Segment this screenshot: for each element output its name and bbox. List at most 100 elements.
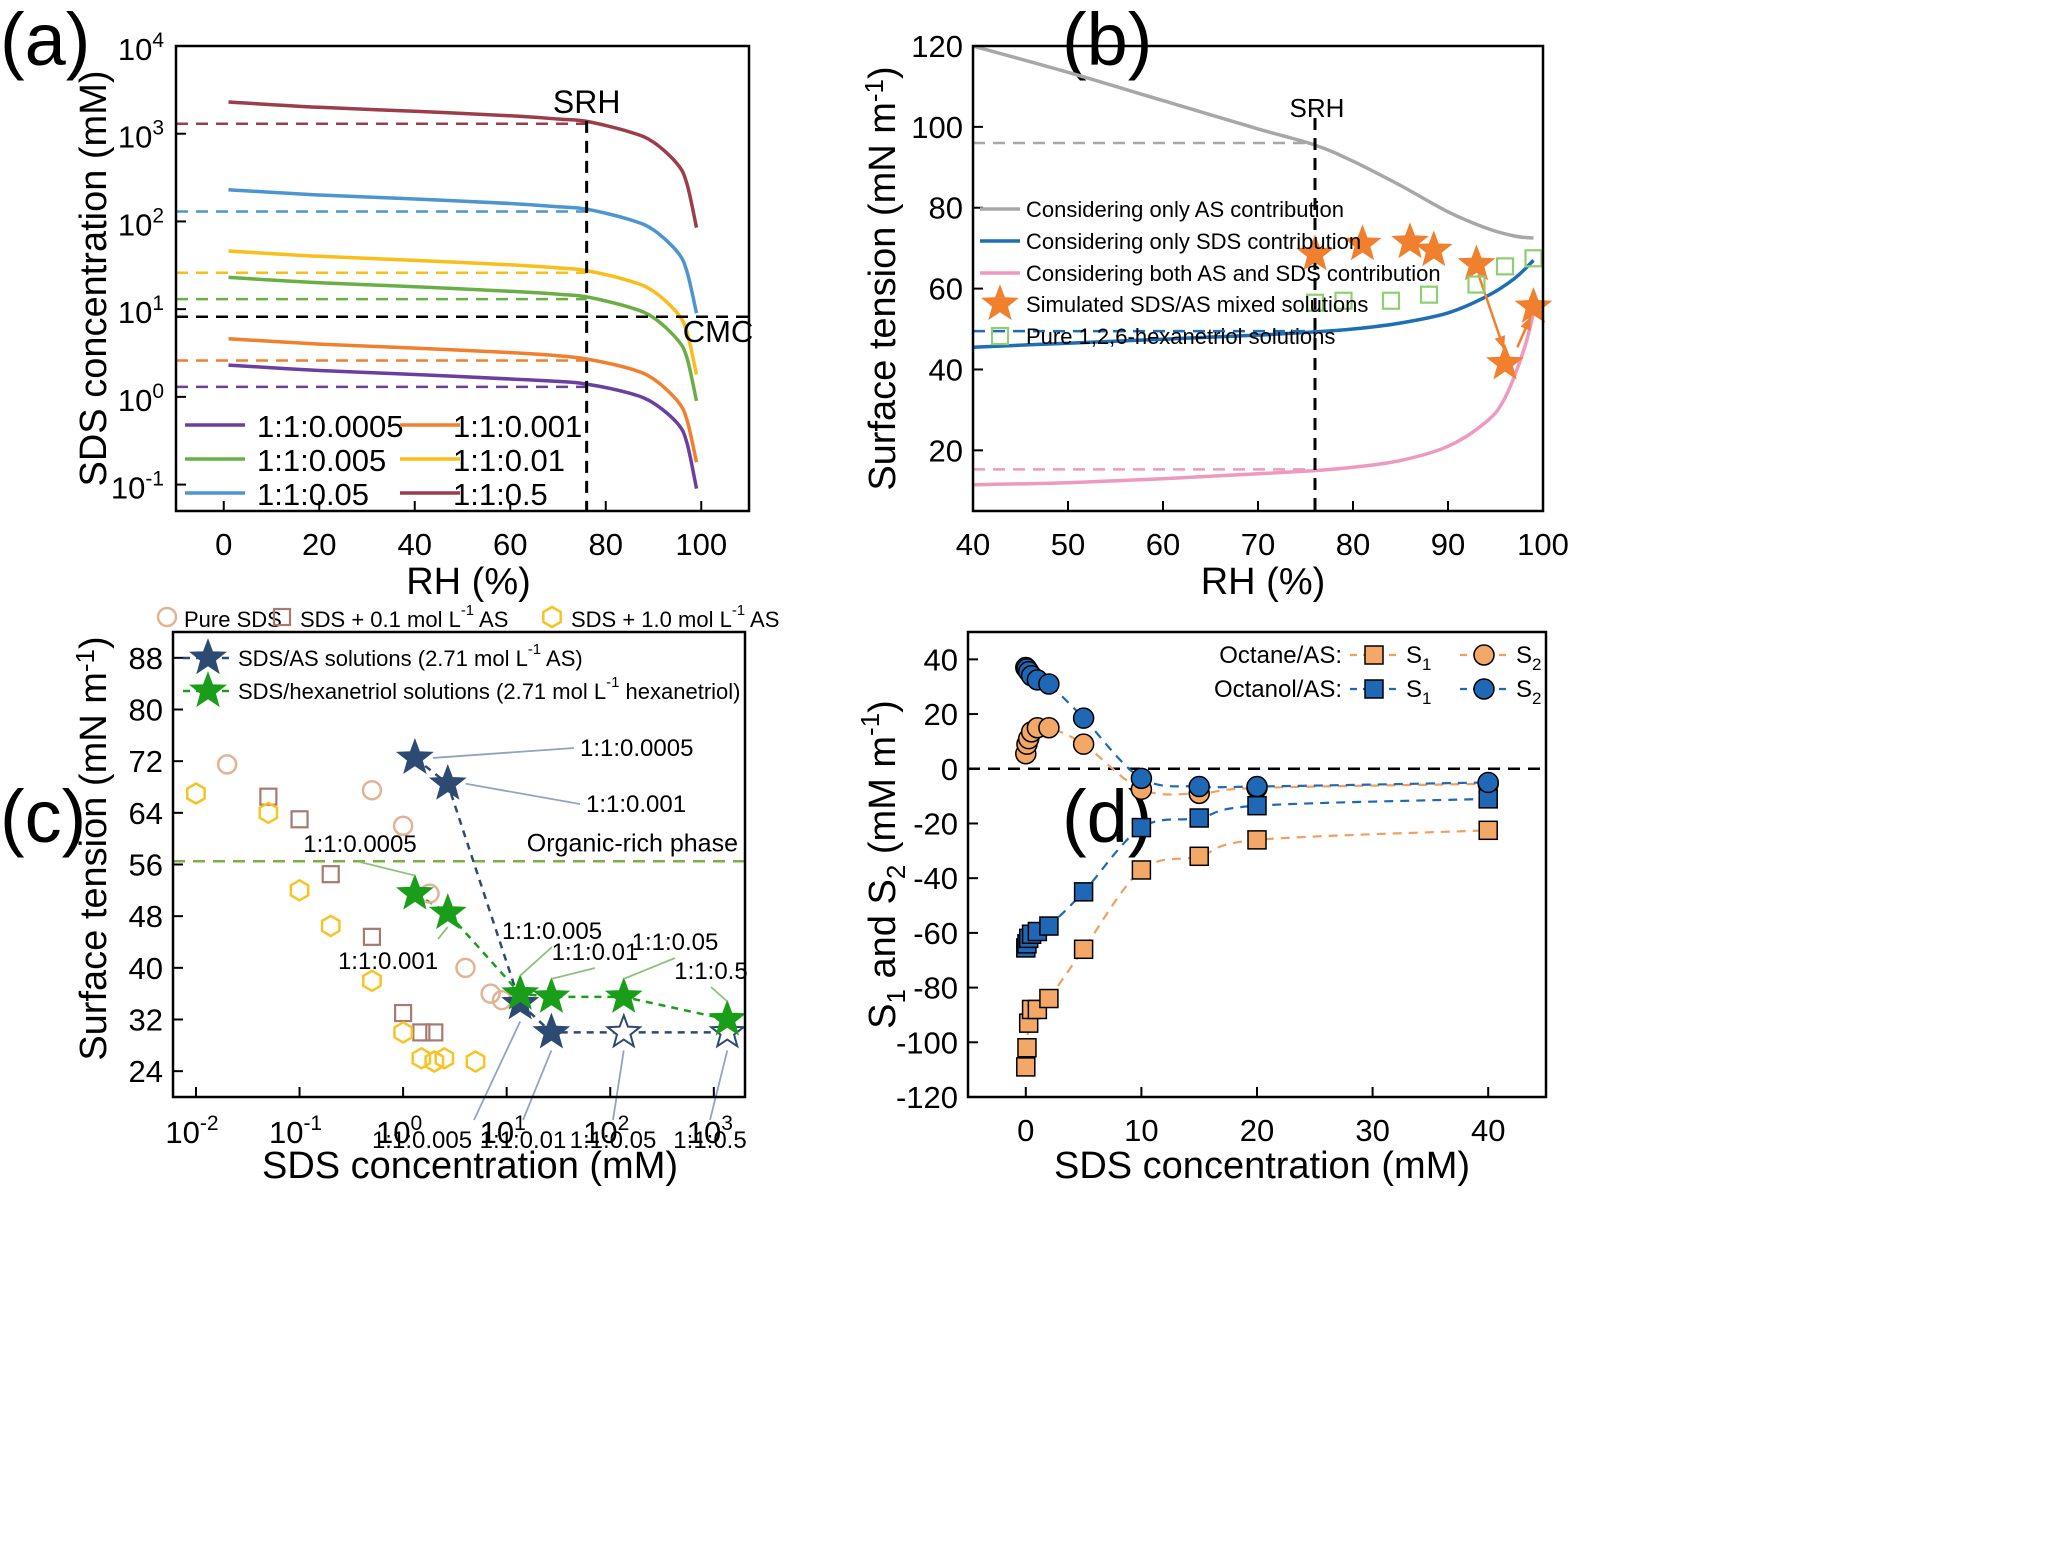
legend-label: Pure SDS: [184, 607, 282, 632]
callout-arrow: [709, 1050, 729, 1121]
data-circle: [1188, 775, 1210, 798]
data-square: [1017, 1038, 1037, 1058]
data-square: [1073, 882, 1094, 902]
data-marker: [290, 810, 309, 829]
data-marker: [320, 914, 341, 938]
x-axis-label: SDS concentration (mM): [1054, 1145, 1470, 1187]
y-axis-label: Surface tension (mN m-1): [70, 636, 115, 1060]
data-marker: [411, 1046, 432, 1070]
legend-marker: [272, 607, 292, 627]
callout-arrow: [473, 1020, 521, 1121]
y-tick-label: -100: [896, 1025, 958, 1060]
series-line: [228, 275, 699, 402]
data-marker: [361, 779, 383, 801]
series-line: [228, 249, 699, 375]
callout-label: 1:1:0.005: [502, 918, 602, 945]
y-tick-label: 102: [118, 204, 164, 242]
data-square: [1495, 257, 1515, 276]
x-tick-label: 20: [1240, 1113, 1274, 1148]
y-tick-label: 40: [129, 951, 163, 986]
legend-group-label: Octane/AS:: [1219, 642, 1342, 669]
x-axis-label: RH (%): [1201, 561, 1326, 603]
x-tick-label: 40: [956, 527, 990, 562]
y-tick-label: 32: [129, 1003, 163, 1038]
legend-label: 1:1:0.005: [257, 443, 386, 478]
legend-marker: [189, 638, 227, 675]
panel-label-c: (c): [0, 775, 86, 858]
callout-arrow: [465, 782, 581, 805]
series-line: [228, 187, 699, 314]
data-square: [1073, 939, 1094, 960]
x-tick-label: 80: [589, 527, 623, 562]
legend-label: SDS/AS solutions (2.71 mol L-1 AS): [238, 641, 583, 671]
y-tick-label: 80: [129, 693, 163, 728]
panel-label-a: (a): [0, 0, 90, 81]
chart-panel-a: SRH CMC 0 20 40 60 80 100 10-1 100 101 102 103 104 RH …: [73, 29, 753, 603]
y-tick-label: 40: [924, 642, 958, 677]
y-tick-label: 100: [118, 380, 164, 418]
data-marker: [501, 973, 540, 1010]
series-line: [228, 336, 699, 463]
data-marker: [708, 999, 747, 1036]
callout-label: 1:1:0.005: [372, 1127, 472, 1154]
legend-label: S1: [1406, 642, 1431, 674]
data-marker: [708, 1012, 747, 1049]
data-circle: [1477, 771, 1499, 794]
chart-panel-b: SRH 40 50 60 70 80 90 100 20 40 60 80 100 120 RH (%) Su…: [859, 29, 1569, 603]
y-tick-label: -80: [913, 971, 958, 1006]
arrow-shaft: [1477, 274, 1506, 350]
data-marker: [424, 1050, 445, 1073]
data-marker: [434, 1046, 455, 1070]
legend-marker: [1473, 678, 1495, 700]
data-star: [1296, 234, 1334, 271]
callout-arrow: [437, 926, 449, 940]
data-square: [1381, 291, 1401, 310]
legend-marker: [990, 326, 1010, 346]
data-star: [1457, 244, 1496, 281]
y-tick-label: -20: [913, 806, 958, 841]
x-tick-label: 90: [1431, 527, 1465, 562]
data-marker: [362, 927, 382, 946]
data-marker: [259, 787, 278, 806]
x-tick-label: 50: [1051, 527, 1085, 562]
legend-label: 1:1:0.05: [257, 477, 369, 512]
cmc-label: CMC: [683, 314, 754, 349]
y-tick-label: 80: [929, 191, 963, 226]
x-tick-label: 60: [493, 527, 527, 562]
data-marker: [321, 865, 340, 884]
series-dashed-line: [1024, 829, 1489, 1067]
y-tick-label: 103: [118, 117, 164, 155]
arrow-head: [1494, 335, 1505, 350]
callout-arrow: [551, 967, 596, 980]
legend-marker: [1364, 645, 1384, 665]
data-square: [1334, 291, 1353, 310]
data-square: [1039, 916, 1059, 936]
legend-group-label: Octanol/AS:: [1214, 676, 1342, 703]
legend-label: SDS + 1.0 mol L-1 AS: [571, 602, 779, 632]
legend-label: Considering both AS and SDS contribution: [1026, 261, 1441, 286]
y-axis-label: Surface tension (mN m-1): [859, 66, 904, 490]
legend-marker: [156, 606, 178, 628]
series-line: [973, 312, 1536, 487]
legend-label: 1:1:0.5: [453, 477, 548, 512]
x-tick-label: 100: [376, 1112, 422, 1150]
legend-marker: [542, 605, 562, 629]
y-tick-label: 20: [929, 433, 963, 468]
callout-label: 1:1:0.01: [552, 939, 639, 966]
data-square: [1131, 817, 1152, 838]
data-square: [1305, 293, 1325, 312]
series-line: [228, 100, 699, 228]
data-marker: [532, 1012, 571, 1049]
callout-label: 1:1:0.0005: [303, 831, 416, 858]
legend-label: 1:1:0.01: [453, 443, 565, 478]
organic-phase-label: Organic-rich phase: [527, 829, 738, 857]
data-square: [1478, 820, 1498, 841]
x-tick-label: 101: [480, 1112, 526, 1150]
data-square: [1189, 808, 1209, 828]
data-marker: [394, 1003, 413, 1023]
legend-label: Considering only SDS contribution: [1026, 229, 1361, 254]
data-circle: [1130, 767, 1153, 790]
plot-frame: [174, 44, 751, 513]
